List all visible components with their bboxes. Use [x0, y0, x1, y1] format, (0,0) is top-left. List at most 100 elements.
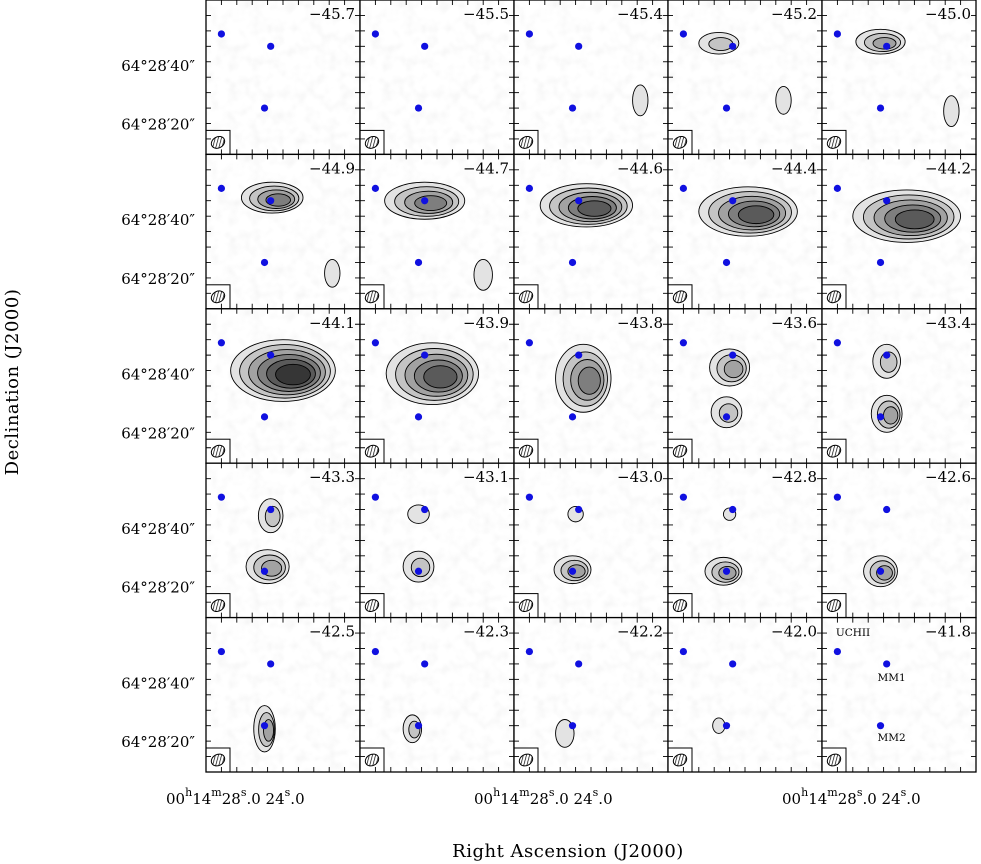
source-marker [722, 104, 731, 112]
panel-ticks [514, 308, 668, 464]
beam-ellipse [210, 444, 226, 458]
source-marker [575, 42, 583, 50]
beam-ellipse [826, 135, 842, 149]
source-marker [260, 258, 269, 267]
source-marker [575, 660, 583, 668]
y-axis-label: Declination (J2000) [2, 289, 23, 476]
velocity-label: −45.5 [463, 5, 509, 23]
y-tick-label: 64°28′20″ [121, 270, 195, 288]
velocity-label: −43.6 [771, 314, 817, 332]
source-marker [883, 660, 891, 668]
channel-panel: −42.5 [205, 616, 361, 773]
source-marker [679, 30, 687, 38]
source-marker [414, 104, 423, 112]
panel-ticks [822, 308, 976, 464]
y-tick-label: 64°28′40″ [121, 520, 195, 538]
panel-frame [821, 616, 977, 773]
beam-ellipse [210, 290, 226, 304]
channel-panel: −45.7 [205, 0, 361, 156]
channel-panel: −44.9 [205, 153, 361, 310]
y-tick-label: 64°28′40″ [121, 674, 195, 692]
source-marker [575, 197, 583, 205]
channel-panel: −44.4 [667, 153, 823, 310]
source-marker [568, 722, 577, 730]
source-marker [679, 493, 687, 501]
x-tick-label: 00h14m28s.0 24s.0 [782, 786, 921, 808]
beam-ellipse [518, 444, 534, 458]
source-marker [833, 647, 841, 656]
emission-contour [275, 363, 311, 386]
velocity-label: −41.8 [925, 623, 971, 641]
emission-contour [883, 406, 899, 425]
noise-background [360, 617, 514, 772]
source-marker [414, 567, 423, 575]
source-marker [722, 722, 731, 730]
beam-ellipse [364, 753, 380, 767]
beam-ellipse [826, 290, 842, 304]
panel-ticks [360, 154, 514, 309]
velocity-label: −42.3 [463, 623, 509, 641]
channel-panel: −45.0 [821, 0, 977, 156]
beam-ellipse [672, 135, 688, 149]
velocity-label: −45.4 [617, 5, 663, 23]
source-label: MM2 [877, 732, 905, 744]
beam-ellipse [518, 135, 534, 149]
source-marker [876, 567, 885, 575]
source-marker [729, 660, 737, 668]
emission-contour [737, 205, 775, 225]
beam-ellipse [210, 753, 226, 767]
source-marker [729, 42, 737, 50]
x-tick-label: 00h14m28s.0 24s.0 [166, 786, 305, 808]
noise-background [668, 308, 822, 464]
panel-ticks [668, 463, 822, 618]
channel-panel: −44.1 [205, 308, 361, 464]
panel-ticks [206, 308, 360, 464]
y-tick-label: 64°28′20″ [121, 424, 195, 442]
source-marker [876, 258, 885, 267]
beam-ellipse [364, 599, 380, 613]
beam-ellipse [364, 444, 380, 458]
beam-ellipse [826, 599, 842, 613]
source-marker [260, 104, 269, 112]
source-marker [217, 493, 225, 501]
panel-ticks [206, 617, 360, 772]
source-marker [421, 505, 429, 514]
beam-ellipse [518, 753, 534, 767]
panel-ticks [514, 463, 668, 618]
velocity-label: −42.5 [309, 623, 355, 641]
source-marker [876, 104, 885, 112]
source-marker [833, 339, 841, 347]
beam-ellipse [672, 599, 688, 613]
source-marker [267, 42, 275, 50]
emission-contour [632, 84, 649, 117]
velocity-label: −43.8 [617, 314, 663, 332]
velocity-label: −44.1 [309, 314, 355, 332]
source-marker [525, 493, 533, 501]
source-marker [525, 184, 533, 192]
panel-ticks [360, 0, 514, 155]
channel-panel: −45.4 [513, 0, 669, 156]
emission-contour [775, 86, 792, 115]
channel-panel: −45.5 [359, 0, 515, 156]
source-marker [568, 104, 577, 112]
panel-ticks [822, 154, 976, 309]
source-marker [414, 258, 423, 267]
beam-ellipse [826, 444, 842, 458]
y-tick-label: 64°28′20″ [121, 116, 195, 134]
source-marker [575, 351, 583, 359]
source-marker [568, 413, 577, 421]
source-marker [267, 197, 275, 205]
velocity-label: −42.2 [617, 623, 663, 641]
source-marker [679, 184, 687, 192]
source-label: UCHII [836, 627, 870, 639]
source-marker [729, 351, 737, 359]
source-marker [568, 258, 577, 267]
noise-background [668, 463, 822, 618]
beam-ellipse [518, 599, 534, 613]
x-tick-label: 00h14m28s.0 24s.0 [474, 786, 613, 808]
panel-ticks [668, 0, 822, 155]
channel-panel: −42.3 [359, 616, 515, 773]
channel-panel: −43.1 [359, 462, 515, 619]
panel-ticks [360, 617, 514, 772]
